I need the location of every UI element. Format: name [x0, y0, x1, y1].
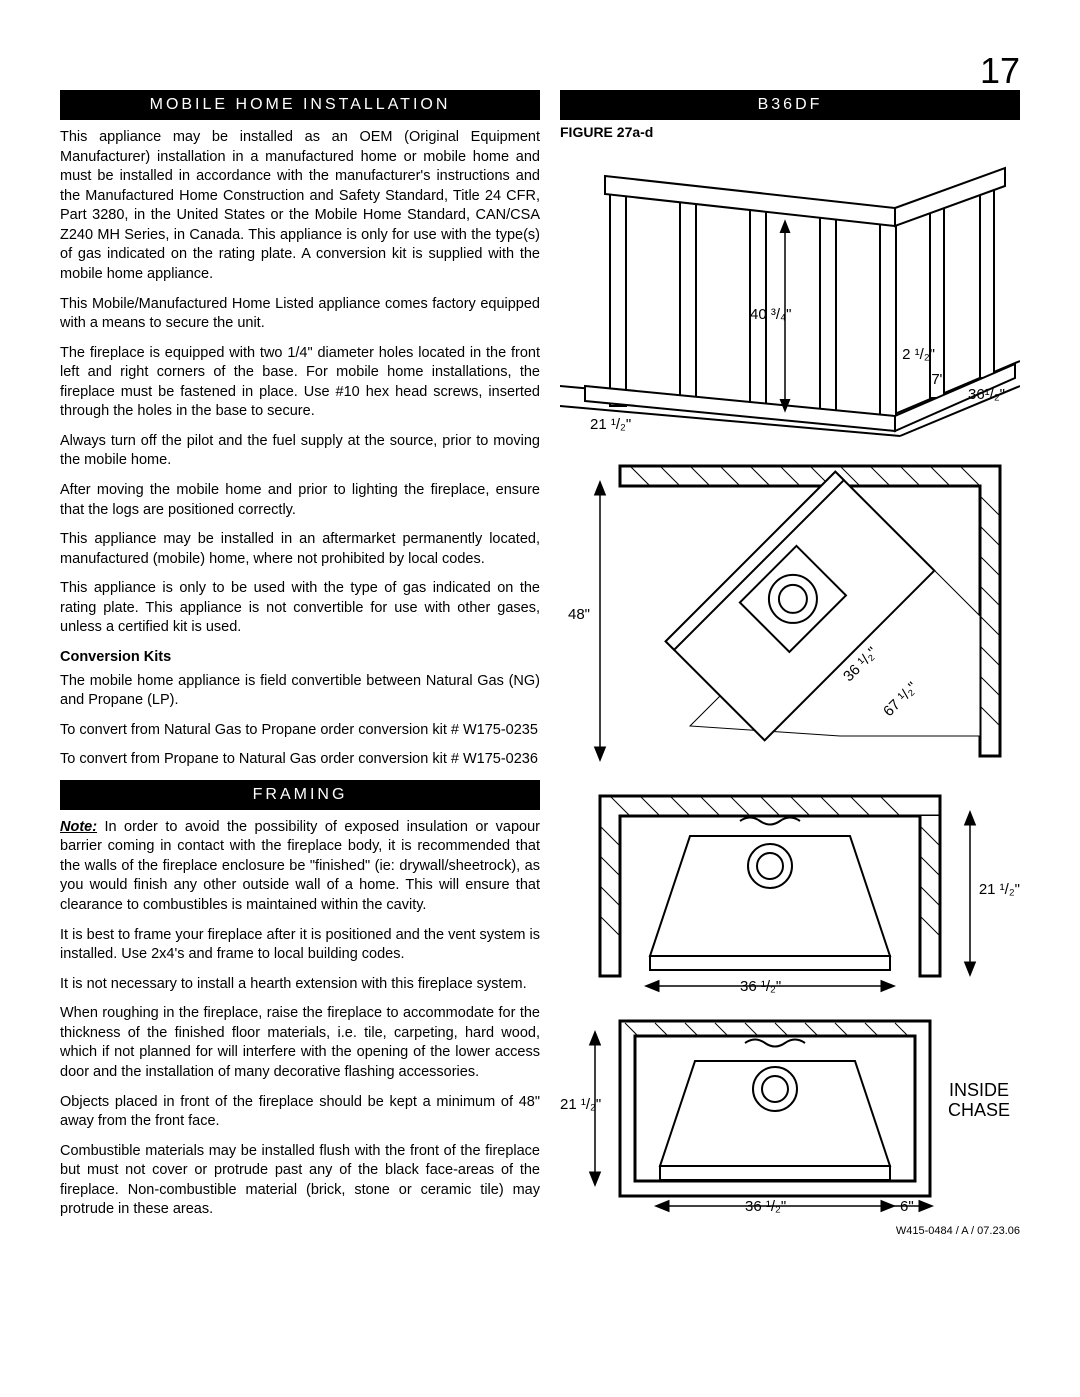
diagram-b-svg: [560, 456, 1020, 776]
para-13: It is not necessary to install a hearth …: [60, 975, 540, 995]
section-framing: FRAMING: [60, 780, 540, 810]
left-column: MOBILE HOME INSTALLATION This appliance …: [60, 90, 540, 1237]
para-8: The mobile home appliance is field conve…: [60, 672, 540, 711]
inside-chase-label: INSIDECHASE: [948, 1081, 1010, 1121]
figure-label: FIGURE 27a-d: [560, 124, 1020, 140]
diagram-c-svg: [560, 786, 1020, 1001]
conversion-heading: Conversion Kits: [60, 648, 540, 668]
footer-code: W415-0484 / A / 07.23.06: [560, 1225, 1020, 1237]
dim-d-right: 6": [900, 1198, 914, 1215]
dim-d-left: 21 ¹/₂": [560, 1096, 601, 1113]
section-mobile-home: MOBILE HOME INSTALLATION: [60, 90, 540, 120]
para-15: Objects placed in front of the fireplace…: [60, 1093, 540, 1132]
para-6: This appliance may be installed in an af…: [60, 530, 540, 569]
dim-d-bottom: 36 ¹/₂": [745, 1198, 786, 1215]
body-text-1: This appliance may be installed as an OE…: [60, 128, 540, 770]
diagram-d: 21 ¹/₂" 36 ¹/₂" 6" INSIDECHASE: [560, 1011, 1020, 1221]
para-note: Note: In order to avoid the possibility …: [60, 818, 540, 916]
para-14: When roughing in the fireplace, raise th…: [60, 1004, 540, 1082]
dim-a-height: 40 ³/₄": [750, 306, 791, 323]
para-12: It is best to frame your fireplace after…: [60, 926, 540, 965]
diagram-a-svg: [560, 146, 1020, 446]
para-1: This appliance may be installed as an OE…: [60, 128, 540, 285]
para-7: This appliance is only to be used with t…: [60, 579, 540, 638]
dim-b-left: 48": [568, 606, 590, 623]
body-text-2: Note: In order to avoid the possibility …: [60, 818, 540, 1220]
model-header: B36DF: [560, 90, 1020, 120]
dim-a-d: 21 ¹/₂": [590, 416, 631, 433]
dim-a-s1: 2 ¹/₂": [902, 346, 935, 363]
para-16: Combustible materials may be installed f…: [60, 1142, 540, 1220]
dim-a-w: 36¹/₂": [968, 386, 1005, 403]
para-4: Always turn off the pilot and the fuel s…: [60, 432, 540, 471]
diagram-b: 48" 36 ¹/₂" 67 ¹/₂": [560, 456, 1020, 776]
para-10: To convert from Propane to Natural Gas o…: [60, 750, 540, 770]
dim-a-s2: 7": [931, 371, 945, 388]
diagram-c: 21 ¹/₂" 36 ¹/₂": [560, 786, 1020, 1001]
dim-c-bottom: 36 ¹/₂": [740, 978, 781, 995]
para-9: To convert from Natural Gas to Propane o…: [60, 721, 540, 741]
dim-c-right: 21 ¹/₂": [979, 881, 1020, 898]
content-columns: MOBILE HOME INSTALLATION This appliance …: [60, 90, 1020, 1237]
para-5: After moving the mobile home and prior t…: [60, 481, 540, 520]
para-3: The fireplace is equipped with two 1/4" …: [60, 344, 540, 422]
page-number: 17: [980, 50, 1020, 92]
para-2: This Mobile/Manufactured Home Listed app…: [60, 295, 540, 334]
diagram-a: 40 ³/₄" 2 ¹/₂" 7" 36¹/₂" 21 ¹/₂": [560, 146, 1020, 446]
right-column: B36DF FIGURE 27a-d: [560, 90, 1020, 1237]
